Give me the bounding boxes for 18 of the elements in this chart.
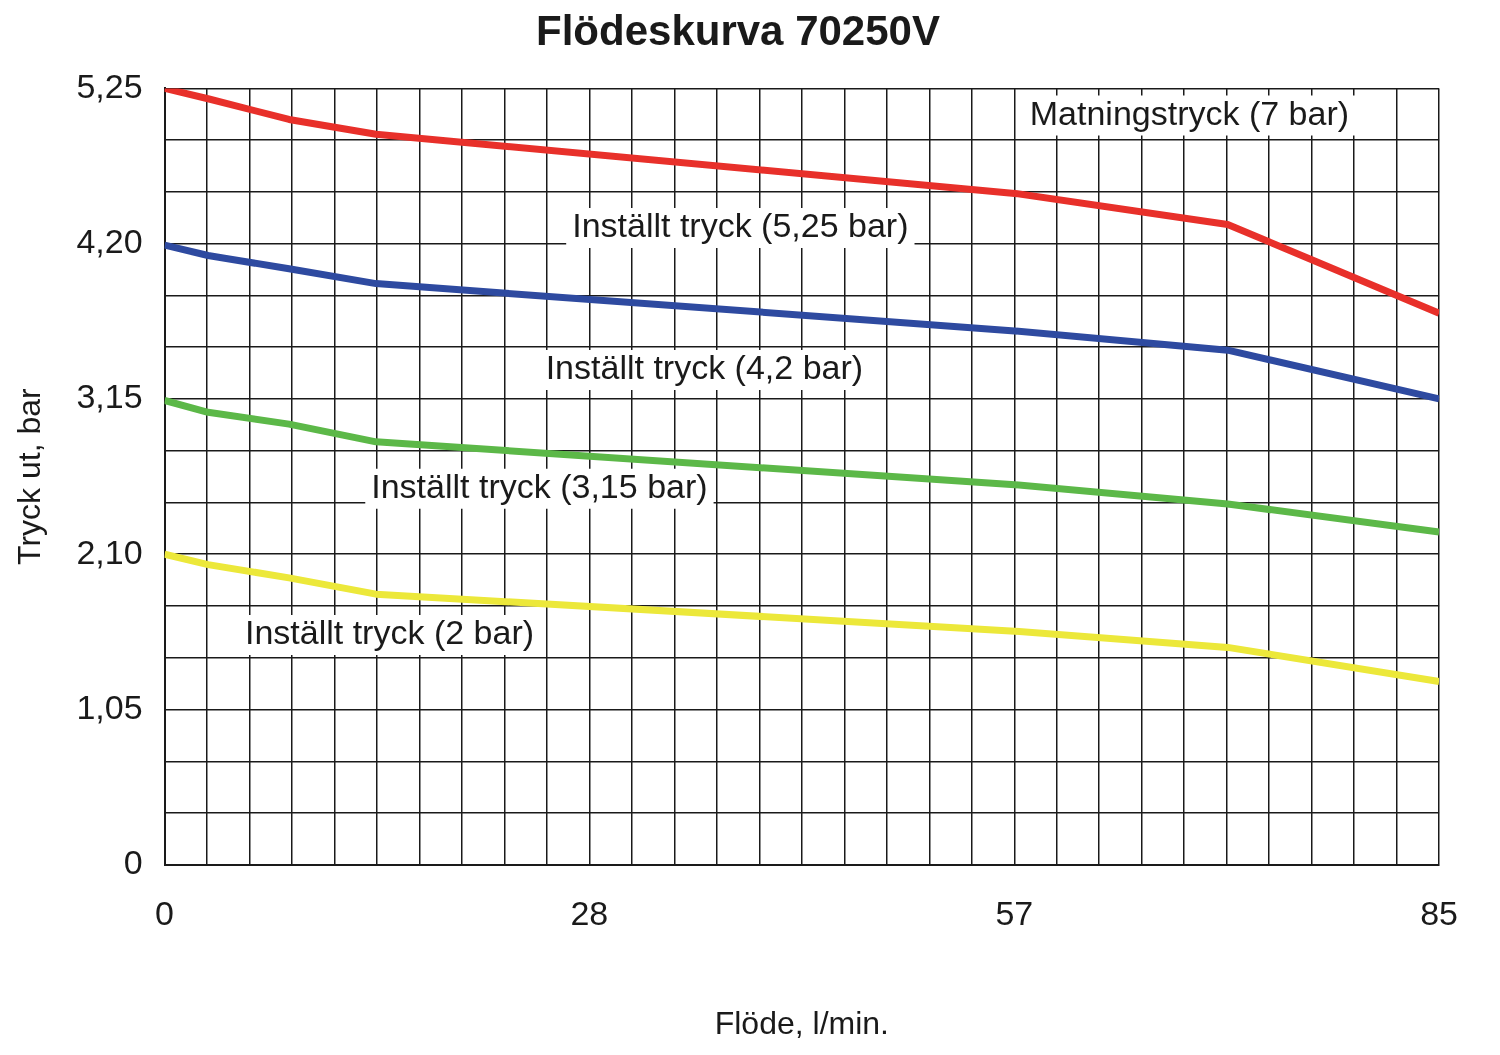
chart-title: Flödeskurva 70250V: [536, 6, 940, 54]
x-tick-label: 28: [570, 893, 609, 932]
y-tick-label: 3,15: [76, 377, 143, 416]
y-tick-label: 5,25: [76, 66, 143, 105]
y-tick-label: 4,20: [76, 222, 143, 261]
y-tick-label: 1,05: [76, 687, 143, 726]
series-label: Inställt tryck (2 bar): [244, 613, 535, 652]
x-tick-label: 57: [995, 893, 1034, 932]
y-tick-label: 0: [123, 843, 143, 882]
y-axis-title: Tryck ut, bar: [11, 387, 48, 565]
series-label: Inställt tryck (3,15 bar): [371, 467, 708, 506]
x-tick-label: 0: [155, 893, 175, 932]
x-axis-title: Flöde, l/min.: [714, 1004, 889, 1041]
y-tick-label: 2,10: [76, 532, 143, 571]
series-label: Inställt tryck (5,25 bar): [572, 206, 909, 245]
x-tick-label: 85: [1420, 893, 1458, 932]
series-label: Inställt tryck (4,2 bar): [545, 348, 864, 387]
annotation: Matningstryck (7 bar): [1029, 93, 1350, 132]
